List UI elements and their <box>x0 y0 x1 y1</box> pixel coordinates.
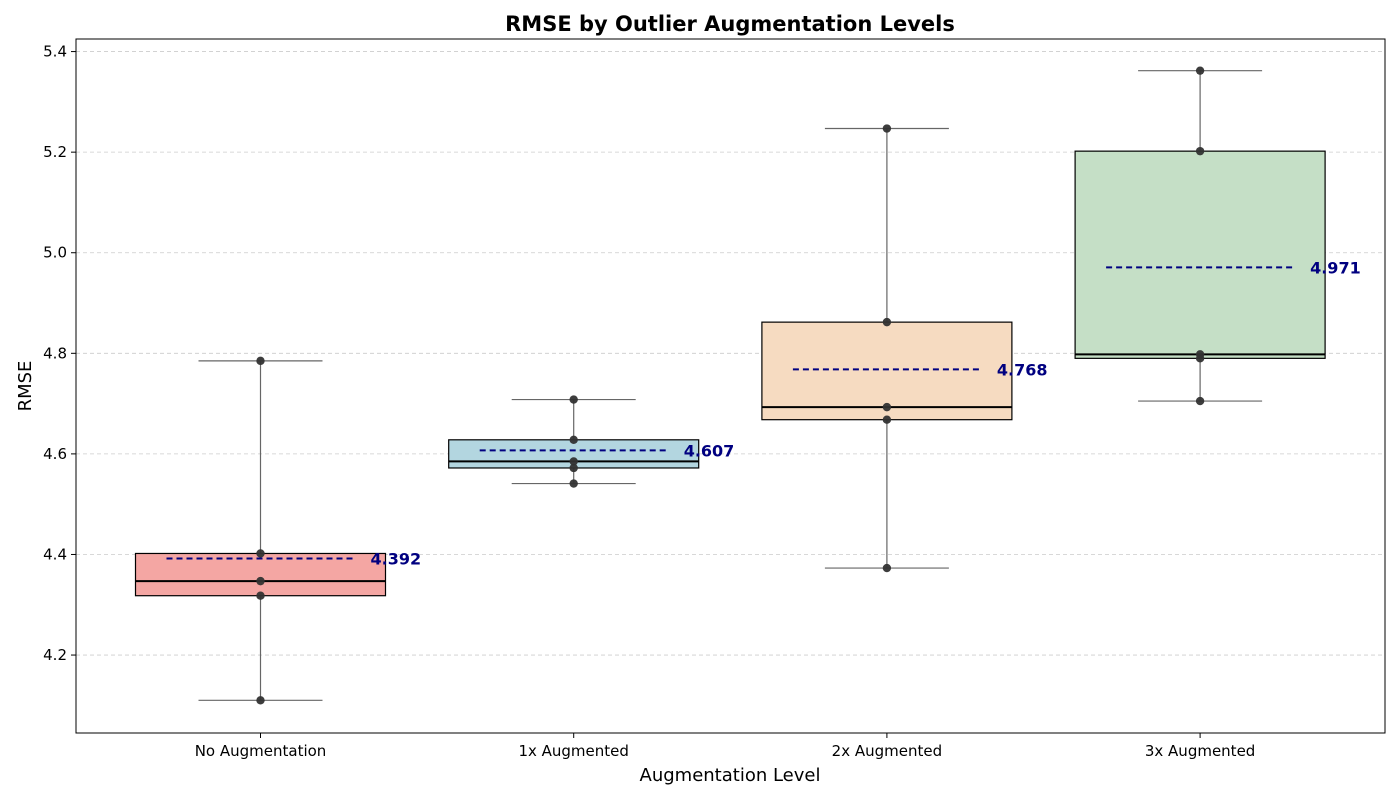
y-tick-label: 5.0 <box>43 244 67 262</box>
box-groups: 4.392 4.607 4.768 4.971 <box>134 66 1361 705</box>
data-point <box>882 124 892 133</box>
plot-frame <box>75 38 1386 734</box>
y-tick-label: 4.2 <box>43 646 67 664</box>
data-point <box>569 479 578 488</box>
y-tick-label: 4.4 <box>43 545 67 563</box>
y-axis: 4.2 4.4 4.6 4.8 5.0 5.2 5.4 <box>43 43 76 664</box>
data-point <box>882 402 892 412</box>
mean-label: 4.971 <box>1310 258 1361 277</box>
box-group: 4.971 <box>1074 66 1361 406</box>
data-point <box>569 463 578 473</box>
chart-title: RMSE by Outlier Augmentation Levels <box>505 12 955 36</box>
y-tick-label: 4.6 <box>43 445 67 463</box>
mean-label: 4.607 <box>684 441 735 460</box>
x-tick-label: 3x Augmented <box>1145 742 1255 760</box>
x-tick-label: No Augmentation <box>195 742 327 760</box>
box-group: 4.607 <box>448 395 735 488</box>
mean-label: 4.392 <box>371 549 422 568</box>
data-point <box>569 395 578 404</box>
data-point <box>1195 350 1205 359</box>
mean-label: 4.768 <box>997 360 1048 379</box>
data-point <box>256 591 265 600</box>
data-point <box>569 435 578 445</box>
data-point <box>256 696 265 705</box>
y-tick-label: 4.8 <box>43 344 67 362</box>
y-tick-label: 5.4 <box>43 43 67 61</box>
data-point <box>882 317 892 327</box>
data-point <box>569 457 578 466</box>
y-tick-label: 5.2 <box>43 143 67 161</box>
iqr-box <box>134 552 387 597</box>
iqr-box <box>1074 150 1326 359</box>
x-axis: No Augmentation 1x Augmented 2x Augmented 3… <box>195 733 1255 760</box>
data-point <box>882 563 892 573</box>
box-group: 4.768 <box>761 124 1048 573</box>
data-point <box>256 576 265 586</box>
x-tick-label: 1x Augmented <box>518 742 628 760</box>
data-point <box>256 549 265 558</box>
x-tick-label: 2x Augmented <box>832 742 942 760</box>
y-axis-label: RMSE <box>15 361 36 412</box>
data-point <box>882 415 892 424</box>
data-point <box>256 356 265 366</box>
box-group: 4.392 <box>134 356 422 705</box>
x-axis-label: Augmentation Level <box>640 765 821 786</box>
data-point <box>1195 66 1205 75</box>
data-point <box>1195 146 1205 156</box>
data-point <box>1195 396 1205 406</box>
